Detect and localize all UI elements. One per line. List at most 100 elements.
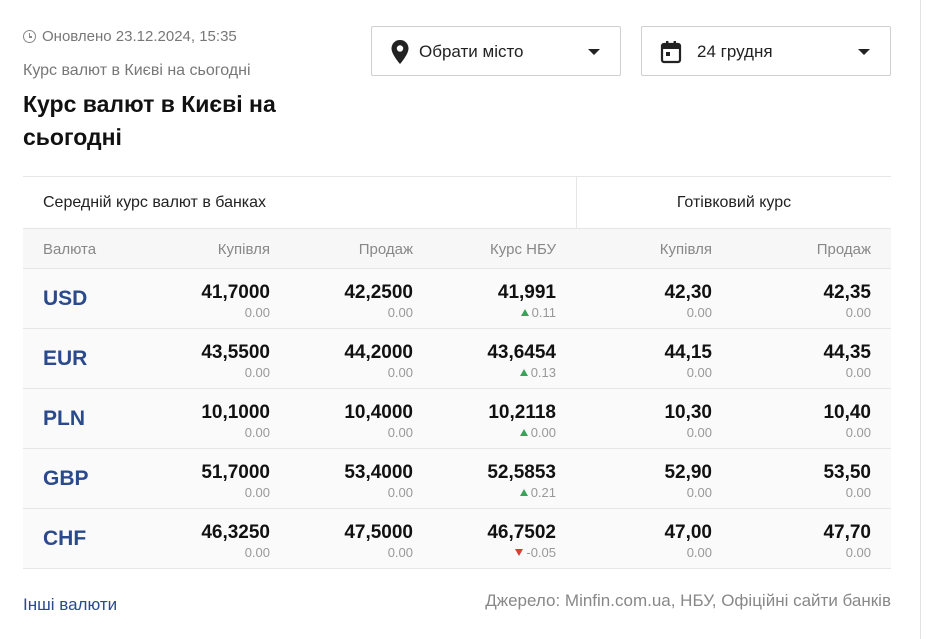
currency-code[interactable]: EUR [43,347,88,370]
col-nbu: Курс НБУ [490,241,556,258]
cash-sell-cell: 47,70 0.00 [731,522,871,562]
chevron-down-icon [588,49,600,55]
city-select[interactable]: Обрати місто [371,26,621,76]
cash-sell-value: 42,35 [823,282,871,303]
cash-buy-cell: 44,15 0.00 [572,342,712,382]
sell-change: 0.00 [387,305,413,320]
currency-code[interactable]: GBP [43,467,89,490]
sell-cell: 44,2000 0.00 [273,342,413,382]
sell-value: 47,5000 [344,522,413,543]
clock-icon [23,30,36,43]
column-header: Валюта Купівля Продаж Курс НБУ Купівля П… [23,229,891,269]
sell-change: 0.00 [387,545,413,560]
cash-buy-change: 0.00 [686,305,712,320]
updated-timestamp: Оновлено 23.12.2024, 15:35 [23,28,237,45]
cash-sell-change: 0.00 [845,365,871,380]
rates-table: Середній курс валют в банках Готівковий … [23,176,891,569]
cash-sell-change: 0.00 [845,485,871,500]
source-text: Джерело: Minfin.com.ua, НБУ, Офіційні са… [485,591,891,610]
sell-value: 42,2500 [344,282,413,303]
group-header: Середній курс валют в банках Готівковий … [23,177,891,229]
currency-code[interactable]: PLN [43,407,85,430]
nbu-change: -0.05 [416,544,556,562]
breadcrumb: Курс валют в Києві на сьогодні [23,62,251,79]
nbu-value: 52,5853 [487,462,556,483]
sell-cell: 42,2500 0.00 [273,282,413,322]
cash-sell-value: 47,70 [823,522,871,543]
nbu-cell: 10,2118 0.00 [416,402,556,442]
buy-cell: 43,5500 0.00 [130,342,270,382]
location-pin-icon [391,40,409,64]
buy-cell: 41,7000 0.00 [130,282,270,322]
buy-value: 10,1000 [201,402,270,423]
buy-change: 0.00 [244,365,270,380]
cash-buy-cell: 42,30 0.00 [572,282,712,322]
sell-change: 0.00 [387,425,413,440]
updated-text: Оновлено 23.12.2024, 15:35 [42,28,237,45]
cash-buy-value: 42,30 [664,282,712,303]
calendar-icon [660,41,682,64]
nbu-value: 46,7502 [487,522,556,543]
buy-value: 46,3250 [201,522,270,543]
cash-buy-cell: 47,00 0.00 [572,522,712,562]
cash-buy-value: 52,90 [664,462,712,483]
cash-buy-change: 0.00 [686,545,712,560]
buy-change: 0.00 [244,545,270,560]
table-row: CHF 46,3250 0.00 47,5000 0.00 46,7502 -0.05… [23,509,891,569]
nbu-value: 43,6454 [487,342,556,363]
col-currency: Валюта [43,241,97,258]
buy-value: 51,7000 [201,462,270,483]
cash-sell-change: 0.00 [845,425,871,440]
col-buy: Купівля [217,241,270,258]
cash-sell-change: 0.00 [845,545,871,560]
cash-sell-cell: 42,35 0.00 [731,282,871,322]
cash-buy-cell: 10,30 0.00 [572,402,712,442]
table-row: PLN 10,1000 0.00 10,4000 0.00 10,2118 0.00 … [23,389,891,449]
sell-cell: 53,4000 0.00 [273,462,413,502]
city-select-label: Обрати місто [419,42,524,61]
nbu-value: 10,2118 [488,402,556,423]
buy-cell: 46,3250 0.00 [130,522,270,562]
cash-sell-value: 53,50 [823,462,871,483]
cash-sell-change: 0.00 [845,305,871,320]
cash-sell-value: 10,40 [823,402,871,423]
sell-cell: 47,5000 0.00 [273,522,413,562]
currency-code[interactable]: CHF [43,527,87,550]
table-row: EUR 43,5500 0.00 44,2000 0.00 43,6454 0.13 … [23,329,891,389]
buy-cell: 51,7000 0.00 [130,462,270,502]
nbu-cell: 41,991 0.11 [416,282,556,322]
cash-sell-cell: 53,50 0.00 [731,462,871,502]
buy-change: 0.00 [244,485,270,500]
col-sell: Продаж [358,241,413,258]
nbu-value: 41,991 [497,282,556,303]
nbu-change: 0.11 [416,304,556,322]
currency-code[interactable]: USD [43,287,88,310]
cash-buy-change: 0.00 [686,365,712,380]
table-row: GBP 51,7000 0.00 53,4000 0.00 52,5853 0.21 … [23,449,891,509]
cash-buy-cell: 52,90 0.00 [572,462,712,502]
sell-change: 0.00 [387,365,413,380]
nbu-change: 0.13 [416,364,556,382]
nbu-change: 0.21 [416,484,556,502]
buy-change: 0.00 [244,425,270,440]
cash-buy-value: 47,00 [664,522,712,543]
cash-buy-change: 0.00 [686,485,712,500]
buy-cell: 10,1000 0.00 [130,402,270,442]
sell-value: 10,4000 [344,402,413,423]
nbu-change: 0.00 [416,424,556,442]
page-right-border [920,0,921,639]
buy-value: 41,7000 [201,282,270,303]
sell-cell: 10,4000 0.00 [273,402,413,442]
page-title: Курс валют в Києві на сьогодні [23,91,276,150]
cash-sell-cell: 44,35 0.00 [731,342,871,382]
date-select[interactable]: 24 грудня [641,26,891,76]
col-cash-buy: Купівля [659,241,712,258]
date-select-label: 24 грудня [697,42,773,61]
cash-buy-change: 0.00 [686,425,712,440]
other-currencies-link[interactable]: Інші валюти [23,595,118,614]
nbu-cell: 52,5853 0.21 [416,462,556,502]
sell-value: 53,4000 [344,462,413,483]
group-header-cash: Готівковий курс [676,194,792,211]
buy-value: 43,5500 [201,342,270,363]
sell-change: 0.00 [387,485,413,500]
